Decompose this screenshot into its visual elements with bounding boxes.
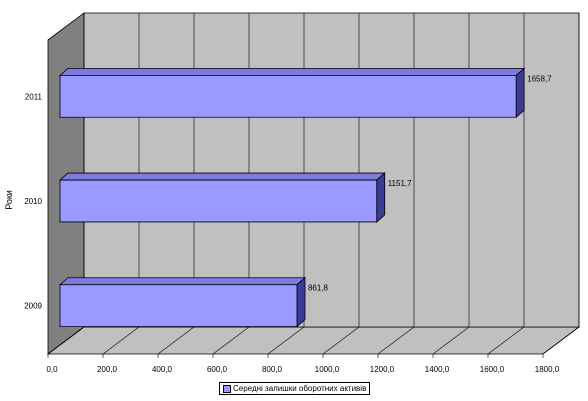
bar-face — [59, 179, 378, 223]
floor — [46, 326, 581, 355]
floor-gridline — [487, 326, 525, 355]
x-tick-label: 1600,0 — [480, 365, 505, 374]
y-tick-labels: 2011 2010 2009 — [24, 92, 42, 310]
floor-gridline — [542, 326, 580, 355]
floor-gridline — [47, 326, 85, 355]
bar-2011 — [58, 67, 526, 119]
legend-swatch — [223, 384, 231, 393]
x-tick-label: 1400,0 — [425, 365, 450, 374]
x-tick-label: 1800,0 — [535, 365, 560, 374]
floor-gridline — [377, 326, 415, 355]
x-tick-label: 400,0 — [152, 365, 173, 374]
floor-gridline — [212, 326, 250, 355]
floor-gridline — [322, 326, 360, 355]
bar-face — [296, 276, 306, 328]
bar-face — [59, 75, 517, 118]
x-tick-label: 1200,0 — [370, 365, 395, 374]
bar-face — [59, 284, 298, 328]
data-label: 1151,7 — [388, 179, 412, 188]
y-tick-label: 2009 — [24, 302, 42, 311]
data-label: 861,8 — [308, 284, 329, 293]
x-tick-label: 800,0 — [262, 365, 283, 374]
x-tick-label: 0,0 — [46, 365, 58, 374]
bar-face — [58, 68, 526, 76]
x-tick-label: 200,0 — [97, 365, 118, 374]
floor-gridline — [157, 326, 195, 355]
gridlines — [47, 13, 580, 358]
y-tick-label: 2010 — [24, 197, 42, 206]
bar-2010 — [58, 172, 386, 223]
data-label: 1658,7 — [527, 74, 552, 83]
bar-face — [58, 172, 386, 181]
y-tick-label: 2011 — [25, 92, 43, 101]
bar-face — [58, 277, 307, 286]
bar-face — [376, 172, 386, 223]
floor-gridline — [432, 326, 470, 355]
y-axis-label: Роки — [4, 190, 14, 210]
bar-face — [515, 67, 525, 119]
x-tick-label: 600,0 — [207, 365, 228, 374]
floor-gridline — [267, 326, 305, 355]
bar-2009 — [58, 276, 307, 328]
legend: Середні залишки оборотних активів — [219, 382, 371, 395]
floor-gridline — [102, 326, 140, 355]
bars — [58, 67, 526, 328]
x-tick-labels: 0,0 200,0 400,0 600,0 800,0 1000,0 1200,0 1400,… — [46, 365, 559, 374]
legend-label: Середні залишки оборотних активів — [233, 384, 367, 393]
data-labels: 1658,7 1151,7 861,8 — [308, 74, 552, 292]
x-tick-label: 1000,0 — [315, 365, 340, 374]
